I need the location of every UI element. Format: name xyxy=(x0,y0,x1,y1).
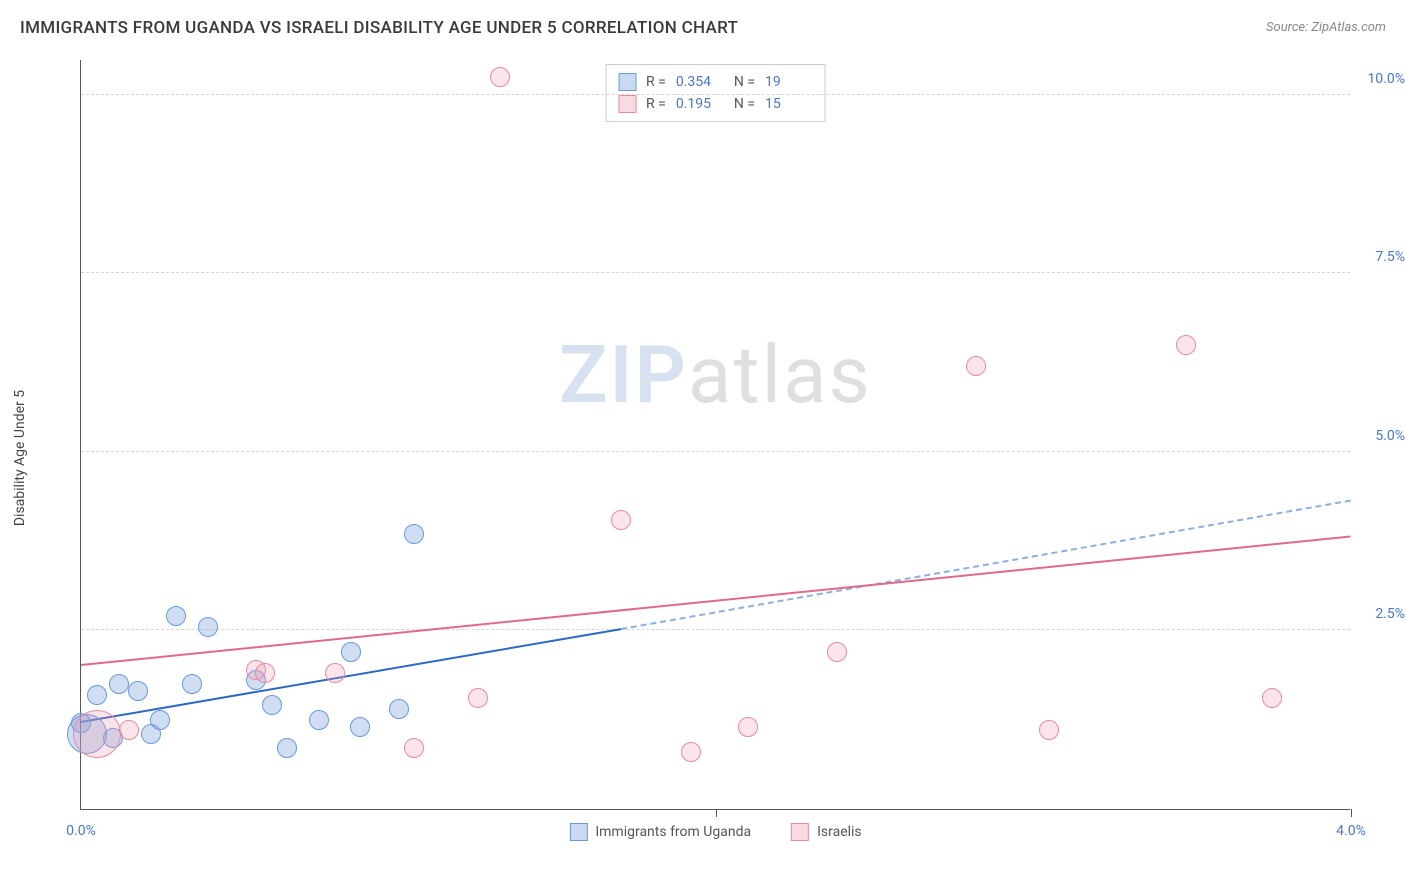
data-point xyxy=(73,710,121,758)
data-point xyxy=(198,617,218,637)
y-tick-label: 10.0% xyxy=(1367,71,1405,87)
data-point xyxy=(277,738,297,758)
chart-container: Disability Age Under 5 ZIPatlas R =0.354… xyxy=(50,60,1370,840)
y-tick-label: 7.5% xyxy=(1375,249,1405,265)
data-point xyxy=(166,606,186,626)
x-tick-label: 4.0% xyxy=(1336,823,1366,839)
n-label: N = xyxy=(734,71,755,93)
y-tick-label: 2.5% xyxy=(1375,606,1405,622)
r-value: 0.354 xyxy=(676,71,724,93)
grid-line xyxy=(81,451,1350,452)
data-point xyxy=(1039,720,1059,740)
data-point xyxy=(255,663,275,683)
n-value: 19 xyxy=(765,71,813,93)
data-point xyxy=(404,738,424,758)
data-point xyxy=(490,67,510,87)
legend-label: Israelis xyxy=(817,824,862,840)
grid-line xyxy=(81,272,1350,273)
x-tick-label: 0.0% xyxy=(66,823,96,839)
data-point xyxy=(468,688,488,708)
data-point xyxy=(389,699,409,719)
legend-stat-row: R = 0.354 N = 19 xyxy=(618,71,813,93)
legend-swatch xyxy=(569,823,587,841)
data-point xyxy=(966,356,986,376)
grid-line xyxy=(81,629,1350,630)
legend-swatch xyxy=(791,823,809,841)
legend-item: Israelis xyxy=(791,823,862,841)
plot-area: ZIPatlas R =0.354N =19R =0.195N =15 Immi… xyxy=(80,60,1350,810)
data-point xyxy=(681,742,701,762)
data-point xyxy=(150,710,170,730)
watermark: ZIPatlas xyxy=(559,328,872,422)
legend-item: Immigrants from Uganda xyxy=(569,823,751,841)
data-point xyxy=(262,695,282,715)
n-label: N = xyxy=(734,93,755,115)
data-point xyxy=(325,663,345,683)
data-point xyxy=(1176,335,1196,355)
x-tick xyxy=(716,809,717,817)
data-point xyxy=(827,642,847,662)
grid-line xyxy=(81,94,1350,95)
data-point xyxy=(738,717,758,737)
source-attribution: Source: ZipAtlas.com xyxy=(1266,20,1386,35)
data-point xyxy=(611,510,631,530)
data-point xyxy=(109,674,129,694)
data-point xyxy=(119,720,139,740)
data-point xyxy=(182,674,202,694)
data-point xyxy=(350,717,370,737)
trend-line xyxy=(621,499,1352,630)
r-label: R = xyxy=(646,71,666,93)
n-value: 15 xyxy=(765,93,813,115)
trend-line xyxy=(81,535,1351,666)
data-point xyxy=(404,524,424,544)
legend-series: Immigrants from Uganda Israelis xyxy=(569,823,861,841)
legend-swatch xyxy=(618,95,636,113)
data-point xyxy=(309,710,329,730)
data-point xyxy=(341,642,361,662)
r-label: R = xyxy=(646,93,666,115)
chart-title: IMMIGRANTS FROM UGANDA VS ISRAELI DISABI… xyxy=(20,18,738,38)
data-point xyxy=(128,681,148,701)
data-point xyxy=(87,685,107,705)
y-tick-label: 5.0% xyxy=(1375,428,1405,444)
legend-swatch xyxy=(618,73,636,91)
y-axis-label: Disability Age Under 5 xyxy=(12,390,28,526)
legend-stat-row: R = 0.195 N = 15 xyxy=(618,93,813,115)
r-value: 0.195 xyxy=(676,93,724,115)
data-point xyxy=(1262,688,1282,708)
x-tick xyxy=(1351,809,1352,817)
legend-label: Immigrants from Uganda xyxy=(595,824,751,840)
